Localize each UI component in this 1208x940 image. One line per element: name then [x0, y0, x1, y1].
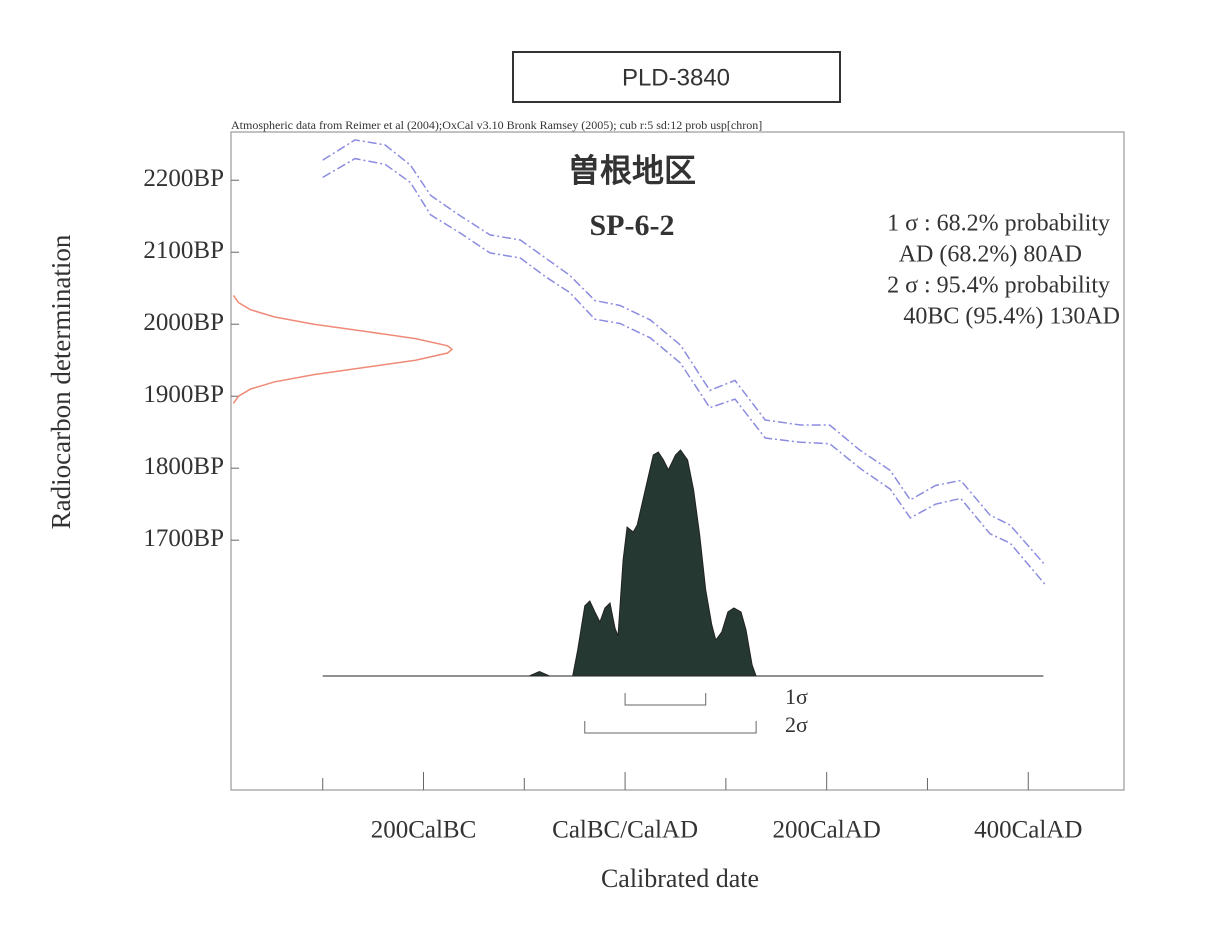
y-tick-label: 2100BP — [143, 237, 224, 264]
y-tick-label: 1900BP — [143, 381, 224, 408]
calibrated-distribution — [322, 449, 1044, 677]
chart-title: 曽根地区 — [568, 152, 696, 188]
subtitle: Atmospheric data from Reimer et al (2004… — [231, 118, 762, 132]
info-line: 2 σ : 95.4% probability — [887, 273, 1110, 299]
info-line: AD (68.2%) 80AD — [899, 242, 1082, 268]
header-box — [512, 51, 841, 103]
y-tick-label: 2000BP — [143, 309, 224, 336]
info-line: 40BC (95.4%) 130AD — [903, 304, 1120, 330]
x-tick-label: 400CalAD — [974, 817, 1082, 844]
range-bracket — [624, 693, 707, 706]
info-line: 1 σ : 68.2% probability — [887, 211, 1110, 237]
x-tick-label: 200CalBC — [371, 817, 477, 844]
range-bracket — [584, 721, 757, 734]
calibration-curve — [322, 139, 1046, 566]
measured-distribution — [232, 294, 454, 404]
x-tick-label: CalBC/CalAD — [552, 817, 698, 844]
x-tick-label: 200CalAD — [773, 817, 881, 844]
y-tick-label: 1700BP — [143, 525, 224, 552]
calibration-curve — [322, 157, 1046, 586]
header: PLD-3840 — [622, 64, 730, 91]
y-tick-label: 2200BP — [143, 165, 224, 192]
range-label: 1σ — [785, 684, 808, 709]
y-axis-label: Radiocarbon determination — [46, 234, 76, 529]
sample-label: SP-6-2 — [590, 209, 675, 242]
y-tick-label: 1800BP — [143, 453, 224, 480]
x-axis-label: Calibrated date — [601, 864, 759, 893]
plot-frame — [230, 131, 1125, 791]
range-label: 2σ — [785, 712, 808, 737]
